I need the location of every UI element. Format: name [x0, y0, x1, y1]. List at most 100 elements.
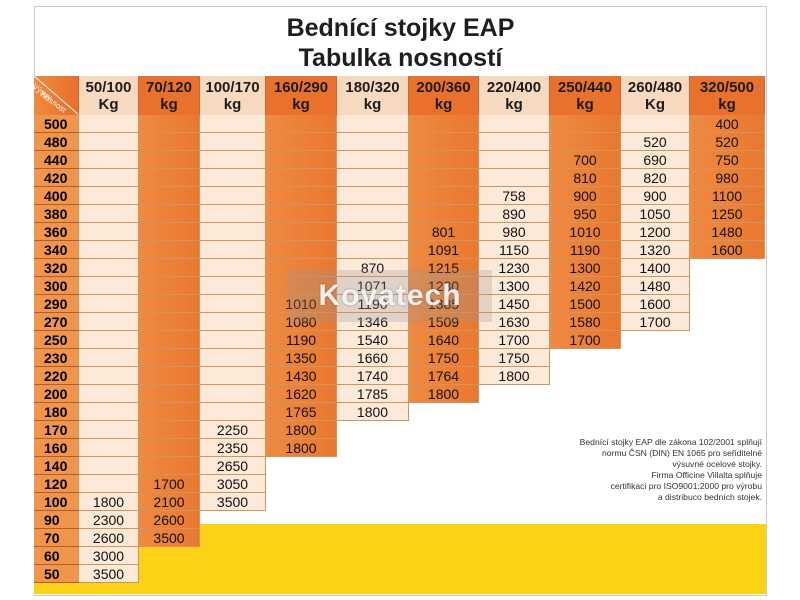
table-cell: 3500 — [79, 565, 139, 583]
row-header: 50 — [34, 565, 79, 583]
table-cell — [79, 313, 139, 331]
table-cell — [337, 151, 409, 169]
table-cell — [409, 205, 479, 223]
table-cell: 820 — [621, 169, 690, 187]
table-cell — [266, 223, 337, 241]
table-cell — [479, 115, 550, 133]
row-header: 340 — [34, 241, 79, 259]
table-cell — [337, 169, 409, 187]
table-cell: 1800 — [79, 493, 139, 511]
table-cell: 2650 — [200, 457, 266, 475]
table-cell — [139, 421, 200, 439]
table-cell: 1660 — [337, 349, 409, 367]
table-cell: 1320 — [621, 241, 690, 259]
table-cell: 1580 — [550, 313, 621, 331]
table-cell: 2250 — [200, 421, 266, 439]
table-cell — [79, 403, 139, 421]
table-cell — [266, 241, 337, 259]
table-cell — [139, 151, 200, 169]
table-cell: 1700 — [550, 331, 621, 349]
table-cell — [621, 115, 690, 133]
table-cell: 400 — [690, 115, 765, 133]
note-line: Firma Officine Villalta splňuje — [651, 469, 763, 480]
column-header: 260/480 Kg — [621, 76, 690, 115]
table-cell — [337, 223, 409, 241]
table-cell — [479, 169, 550, 187]
table-cell — [139, 187, 200, 205]
table-cell — [79, 241, 139, 259]
row-header: 230 — [34, 349, 79, 367]
table-cell — [79, 133, 139, 151]
table-cell — [79, 223, 139, 241]
row-header: 160 — [34, 439, 79, 457]
table-cell: 1765 — [266, 403, 337, 421]
table-cell: 980 — [690, 169, 765, 187]
table-cell: 1785 — [337, 385, 409, 403]
certification-note: Bednící stojky EAP dle zákona 102/2001 s… — [540, 437, 762, 502]
table-cell: 758 — [479, 187, 550, 205]
table-cell: 1450 — [479, 295, 550, 313]
table-cell — [266, 277, 337, 295]
table-cell: 1630 — [479, 313, 550, 331]
table-cell — [139, 205, 200, 223]
table-cell — [479, 133, 550, 151]
column-header: 220/400 kg — [479, 76, 550, 115]
table-cell: 1600 — [621, 295, 690, 313]
table-cell — [139, 133, 200, 151]
note-line: a distribuco bedních stojek. — [657, 491, 762, 502]
column-header-size: 320/500 — [699, 79, 755, 96]
table-cell — [200, 241, 266, 259]
column-header: 70/120 kg — [139, 76, 200, 115]
table-cell — [79, 475, 139, 493]
table-cell: 1400 — [621, 259, 690, 277]
row-header: 120 — [34, 475, 79, 493]
row-header: 420 — [34, 169, 79, 187]
column-header: 100/170 kg — [200, 76, 266, 115]
table-cell — [200, 187, 266, 205]
table-cell — [139, 115, 200, 133]
column-header-unit: kg — [223, 96, 242, 113]
table-cell: 1800 — [479, 367, 550, 385]
row-header: 400 — [34, 187, 79, 205]
table-cell — [139, 169, 200, 187]
table-cell — [200, 367, 266, 385]
table-cell — [200, 277, 266, 295]
table-cell — [409, 151, 479, 169]
table-cell — [139, 313, 200, 331]
column-header-size: 100/170 — [205, 79, 260, 96]
row-header: 360 — [34, 223, 79, 241]
table-cell — [266, 259, 337, 277]
column-header-unit: Kg — [645, 96, 665, 113]
table-cell: 2350 — [200, 439, 266, 457]
table-cell: 1480 — [690, 223, 765, 241]
table-cell: 1764 — [409, 367, 479, 385]
table-cell — [79, 457, 139, 475]
table-cell: 1800 — [266, 439, 337, 457]
table-cell: 1250 — [690, 205, 765, 223]
note-line: certifikaci pro ISO9001:2000 pro výrobu — [610, 480, 762, 491]
table-cell: 3500 — [139, 529, 200, 547]
table-cell: 1230 — [479, 259, 550, 277]
table-cell: 1750 — [479, 349, 550, 367]
table-cell: 900 — [550, 187, 621, 205]
corner-diagonal — [34, 76, 78, 115]
table-cell: 1091 — [409, 241, 479, 259]
table-cell — [79, 331, 139, 349]
column-header-size: 180/320 — [345, 79, 400, 96]
table-cell — [200, 295, 266, 313]
table-cell: 1480 — [621, 277, 690, 295]
column-header: 320/500 kg — [690, 76, 765, 115]
table-cell: 1640 — [409, 331, 479, 349]
column-header-unit: kg — [505, 96, 523, 113]
table-cell — [139, 259, 200, 277]
table-cell: 1509 — [409, 313, 479, 331]
table-cell — [200, 223, 266, 241]
table-cell — [337, 187, 409, 205]
row-header: 90 — [34, 511, 79, 529]
column-header-unit: kg — [292, 96, 310, 113]
table-cell: 1300 — [550, 259, 621, 277]
table-cell: 980 — [479, 223, 550, 241]
table-cell: 1010 — [550, 223, 621, 241]
table-cell: 1700 — [479, 331, 550, 349]
column-header-size: 160/290 — [273, 79, 329, 96]
